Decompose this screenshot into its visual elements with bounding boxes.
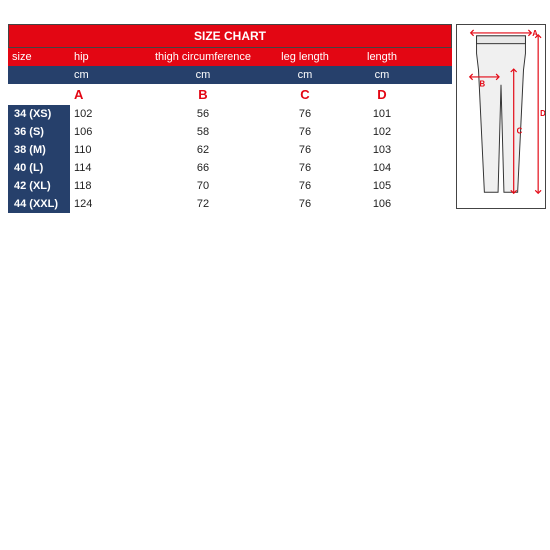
cell-leg: 76	[264, 177, 346, 195]
size-label: 36 (S)	[8, 123, 70, 141]
waistband-icon	[477, 36, 526, 44]
letter-length: D	[346, 84, 418, 105]
pants-outline-icon	[477, 36, 526, 192]
letter-hip: A	[70, 84, 142, 105]
cell-length: 105	[346, 177, 418, 195]
unit-row: cm cm cm cm	[8, 66, 452, 84]
cell-hip: 118	[70, 177, 142, 195]
unit-hip: cm	[70, 66, 142, 84]
size-chart-container: SIZE CHART size hip thigh circumference …	[8, 24, 542, 214]
cell-hip: 102	[70, 105, 142, 123]
table-row: 118 70 76 105	[70, 177, 452, 195]
size-chart-wrap: SIZE CHART size hip thigh circumference …	[0, 0, 550, 214]
cell-hip: 106	[70, 123, 142, 141]
cell-length: 101	[346, 105, 418, 123]
size-label: 38 (M)	[8, 141, 70, 159]
table-row: 124 72 76 106	[70, 195, 452, 213]
size-label: 34 (XS)	[8, 105, 70, 123]
cell-thigh: 66	[142, 159, 264, 177]
cell-thigh: 56	[142, 105, 264, 123]
cell-leg: 76	[264, 141, 346, 159]
table-row: 110 62 76 103	[70, 141, 452, 159]
unit-thigh: cm	[142, 66, 264, 84]
sizes-column: 34 (XS) 36 (S) 38 (M) 40 (L) 42 (XL) 44 …	[8, 105, 70, 213]
cell-leg: 76	[264, 195, 346, 213]
cell-length: 103	[346, 141, 418, 159]
letter-leg: C	[264, 84, 346, 105]
diagram-area: A B C D	[452, 24, 542, 214]
col-header-thigh: thigh circumference	[142, 48, 264, 66]
cell-leg: 76	[264, 105, 346, 123]
cell-hip: 114	[70, 159, 142, 177]
col-header-hip: hip	[70, 48, 142, 66]
pants-diagram: A B C D	[456, 24, 546, 209]
measure-c-label: C	[517, 127, 523, 136]
cell-length: 104	[346, 159, 418, 177]
cell-length: 102	[346, 123, 418, 141]
measure-d-label: D	[540, 109, 546, 118]
cell-leg: 76	[264, 159, 346, 177]
cell-length: 106	[346, 195, 418, 213]
body-rows: 34 (XS) 36 (S) 38 (M) 40 (L) 42 (XL) 44 …	[8, 105, 452, 213]
unit-size	[8, 66, 70, 84]
cell-thigh: 70	[142, 177, 264, 195]
unit-leg: cm	[264, 66, 346, 84]
title-bar: SIZE CHART	[8, 24, 452, 48]
cell-leg: 76	[264, 123, 346, 141]
cell-thigh: 72	[142, 195, 264, 213]
cell-hip: 124	[70, 195, 142, 213]
table-row: 102 56 76 101	[70, 105, 452, 123]
table-area: SIZE CHART size hip thigh circumference …	[8, 24, 452, 214]
size-label: 42 (XL)	[8, 177, 70, 195]
size-label: 44 (XXL)	[8, 195, 70, 213]
unit-length: cm	[346, 66, 418, 84]
measure-a-label: A	[532, 29, 538, 38]
cell-hip: 110	[70, 141, 142, 159]
letter-row: A B C D	[8, 84, 452, 105]
size-label: 40 (L)	[8, 159, 70, 177]
table-row: 106 58 76 102	[70, 123, 452, 141]
values-grid: 102 56 76 101 106 58 76 102 110 62 7	[70, 105, 452, 213]
col-header-length: length	[346, 48, 418, 66]
table-row: 114 66 76 104	[70, 159, 452, 177]
cell-thigh: 62	[142, 141, 264, 159]
letter-thigh: B	[142, 84, 264, 105]
measure-b-label: B	[479, 80, 485, 89]
letter-size	[8, 84, 70, 105]
header-row: size hip thigh circumference leg length …	[8, 48, 452, 66]
cell-thigh: 58	[142, 123, 264, 141]
col-header-size: size	[8, 48, 70, 66]
col-header-leg: leg length	[264, 48, 346, 66]
